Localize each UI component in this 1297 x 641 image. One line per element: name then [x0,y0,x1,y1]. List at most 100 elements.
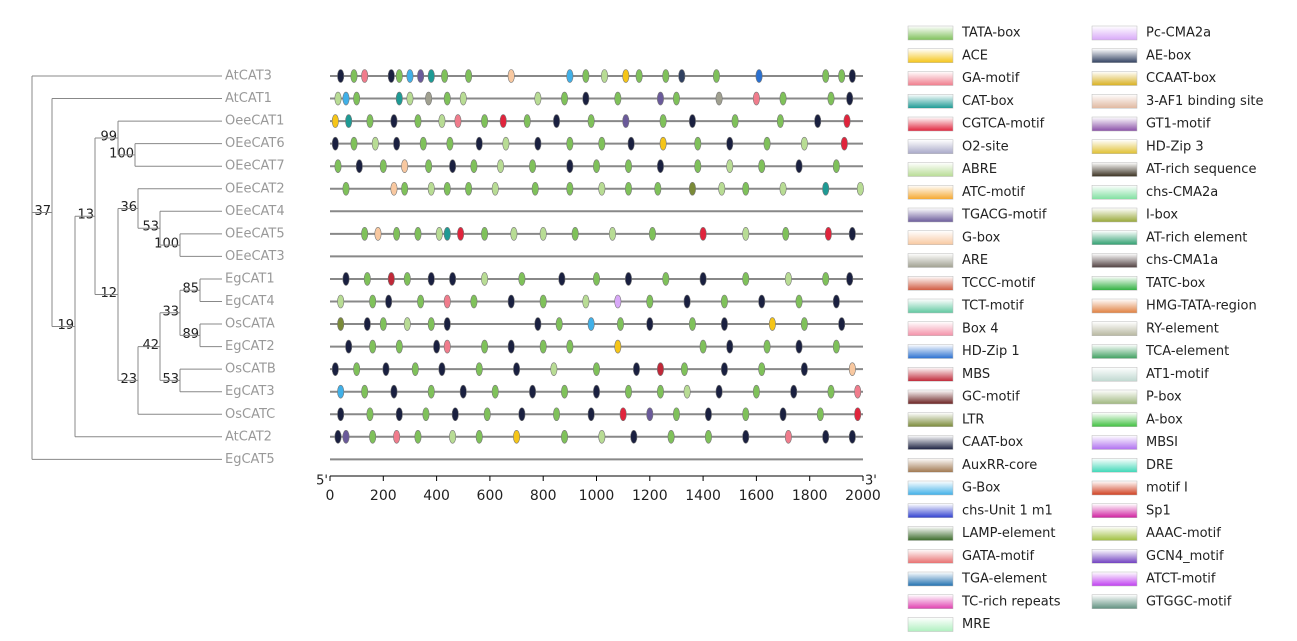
legend-swatch [907,276,954,291]
three-prime: 3' [865,474,877,489]
support-label: 100 [154,237,179,252]
legend-swatch [1091,207,1138,223]
support-label: 42 [142,338,159,353]
legend-swatch [1091,298,1138,314]
cis-element [715,384,723,399]
cis-element [726,136,734,151]
cis-element [832,294,840,309]
cis-element [758,294,766,309]
cis-element [390,384,398,399]
cis-element [475,429,483,444]
gene-name: EgCAT3 [225,384,275,399]
cis-element [459,384,467,399]
cis-element [513,362,521,376]
cis-element [704,429,712,444]
cis-element [393,136,401,151]
cis-element [331,114,339,128]
support-label: 33 [162,304,179,319]
legend-label: MBSI [1146,435,1178,450]
legend-swatch [1091,458,1138,473]
cis-element [387,272,395,286]
legend-label: HD-Zip 1 [962,344,1020,359]
cis-element [688,114,696,128]
cis-element [366,407,374,422]
legend-label: AT-rich element [1146,230,1247,245]
cis-element [763,339,771,354]
cis-element [518,407,526,422]
legend-swatch [907,571,954,587]
legend-label: TGA-element [961,572,1047,587]
cis-element [598,429,606,444]
support-label: 85 [182,282,199,297]
x-tick-label: 1200 [632,488,668,504]
cis-element [848,227,856,241]
cis-element [662,272,670,286]
legend-swatch [1091,116,1138,132]
cis-element [755,69,763,83]
cis-element [656,362,664,376]
cis-element [454,114,462,128]
cis-element [369,339,377,354]
cis-element [425,91,433,106]
cis-element [337,407,345,422]
legend-label: P-box [1146,390,1182,405]
legend-label: Pc-CMA2a [1146,26,1211,41]
legend-swatch [1091,594,1138,609]
cis-element [648,227,656,241]
cis-element [470,294,478,309]
cis-element [379,317,387,331]
legend-swatch [907,48,954,63]
cis-element [334,91,342,106]
cis-element [646,317,654,331]
cis-element [534,317,542,331]
cis-element [566,159,574,173]
cis-element [491,384,499,399]
gene-name: OEeCAT3 [225,249,285,264]
cis-element [838,69,846,83]
legend-label: ACE [962,48,988,63]
cis-element [763,136,771,151]
cis-element [587,317,595,331]
gene-name: OEeCAT2 [225,181,285,196]
legend-label: TC-rich repeats [961,594,1061,609]
legend-label: 3-AF1 binding site [1146,94,1264,109]
support-label: 36 [120,200,137,215]
cis-element [371,136,379,151]
cis-element [534,91,542,106]
x-tick-label: 800 [530,488,557,504]
x-tick-label: 400 [423,488,450,504]
cis-element [814,114,822,128]
cis-element [427,272,435,286]
cis-element [353,91,361,106]
legend-label: HD-Zip 3 [1146,139,1204,154]
cis-element [499,114,507,128]
x-tick-label: 1000 [579,488,615,504]
cis-element [350,69,358,83]
cis-element [443,227,451,241]
cis-element [342,181,350,196]
legend-label: A-box [1146,412,1183,427]
cis-element [539,339,547,354]
x-tick-label: 1400 [685,488,721,504]
cis-element [622,114,630,128]
cis-element [481,114,489,128]
cis-element [393,227,401,241]
gene-name: OsCATC [225,407,275,422]
cis-element [403,317,411,331]
cis-element [491,181,499,196]
cis-element [414,227,422,241]
cis-element [800,317,808,331]
cis-element [758,362,766,376]
cis-element [800,362,808,376]
legend-label: GTGGC-motif [1146,594,1232,609]
cis-element [451,407,459,422]
cis-element [646,294,654,309]
cis-element [667,429,675,444]
cis-element [582,91,590,106]
cis-element [614,91,622,106]
cis-element [624,159,632,173]
cis-element [827,384,835,399]
cis-element [363,317,371,331]
cis-element [539,294,547,309]
